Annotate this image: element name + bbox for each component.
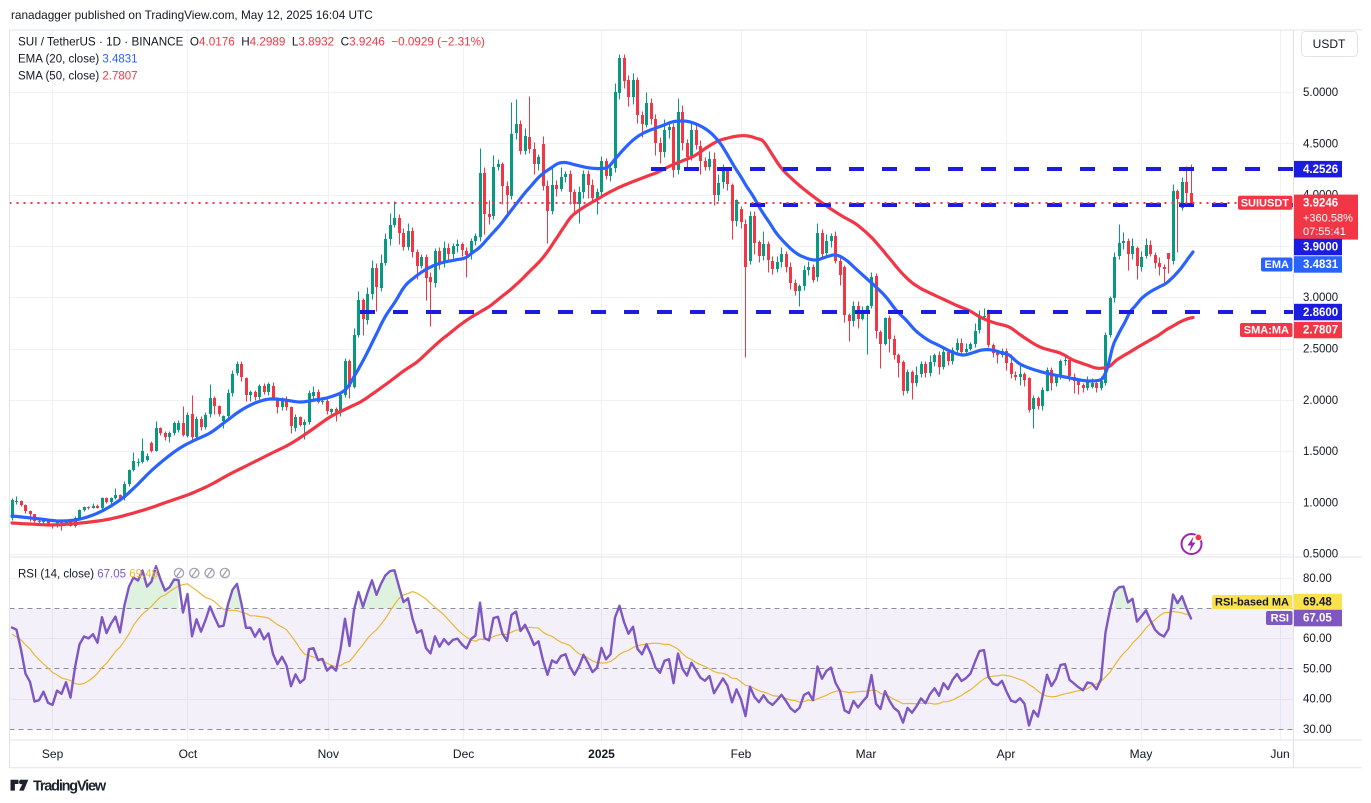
svg-text:TradingView: TradingView <box>33 779 107 795</box>
svg-text:SUIUSDT: SUIUSDT <box>1241 197 1290 209</box>
svg-text:Feb: Feb <box>731 747 752 761</box>
svg-text:Apr: Apr <box>997 747 1016 761</box>
svg-text:ranadagger published on Tradin: ranadagger published on TradingView.com,… <box>11 8 373 22</box>
svg-text:USDT: USDT <box>1313 37 1346 51</box>
svg-text:RSI: RSI <box>1271 613 1289 625</box>
svg-text:RSI-based MA: RSI-based MA <box>1215 597 1289 609</box>
svg-text:Jun: Jun <box>1270 747 1289 761</box>
svg-text:0.5000: 0.5000 <box>1303 549 1338 561</box>
svg-text:EMA (20, close) 3.4831: EMA (20, close) 3.4831 <box>18 54 138 66</box>
svg-text:SUI / TetherUS · 1D · BINANCE: SUI / TetherUS · 1D · BINANCE O4.0176 H4… <box>18 36 485 49</box>
svg-text:40.00: 40.00 <box>1303 694 1332 706</box>
svg-text:May: May <box>1130 747 1153 761</box>
svg-text:80.00: 80.00 <box>1303 573 1332 585</box>
svg-text:2025: 2025 <box>588 747 615 761</box>
svg-text:+360.58%: +360.58% <box>1303 213 1353 225</box>
svg-text:Sep: Sep <box>42 747 64 761</box>
svg-text:2.0000: 2.0000 <box>1303 395 1338 407</box>
svg-text:3.4831: 3.4831 <box>1303 259 1339 271</box>
svg-text:30.00: 30.00 <box>1303 724 1332 736</box>
svg-text:4.5000: 4.5000 <box>1303 138 1338 150</box>
svg-text:2.8600: 2.8600 <box>1303 307 1338 319</box>
svg-text:1.0000: 1.0000 <box>1303 497 1338 509</box>
svg-text:3.0000: 3.0000 <box>1303 292 1338 304</box>
svg-text:69.48: 69.48 <box>1303 597 1332 609</box>
svg-text:Mar: Mar <box>856 747 877 761</box>
svg-text:07:55:41: 07:55:41 <box>1303 226 1346 238</box>
svg-text:1.5000: 1.5000 <box>1303 446 1338 458</box>
svg-text:3.9000: 3.9000 <box>1303 242 1338 254</box>
svg-text:50.00: 50.00 <box>1303 664 1332 676</box>
svg-text:5.0000: 5.0000 <box>1303 87 1338 99</box>
svg-text:EMA: EMA <box>1265 259 1290 271</box>
svg-text:Oct: Oct <box>179 747 198 761</box>
svg-text:RSI (14, close) 67.05 69.48: RSI (14, close) 67.05 69.48 <box>18 569 158 581</box>
svg-text:Nov: Nov <box>318 747 339 761</box>
svg-text:67.05: 67.05 <box>1303 613 1332 625</box>
svg-text:2.5000: 2.5000 <box>1303 344 1338 356</box>
svg-text:60.00: 60.00 <box>1303 633 1332 645</box>
svg-text:SMA (50, close) 2.7807: SMA (50, close) 2.7807 <box>18 71 138 83</box>
svg-text:Dec: Dec <box>453 747 474 761</box>
svg-text:4.2526: 4.2526 <box>1303 164 1338 176</box>
svg-text:3.9246: 3.9246 <box>1303 198 1338 210</box>
svg-text:SMA:MA: SMA:MA <box>1244 325 1289 337</box>
svg-text:2.7807: 2.7807 <box>1303 325 1338 337</box>
